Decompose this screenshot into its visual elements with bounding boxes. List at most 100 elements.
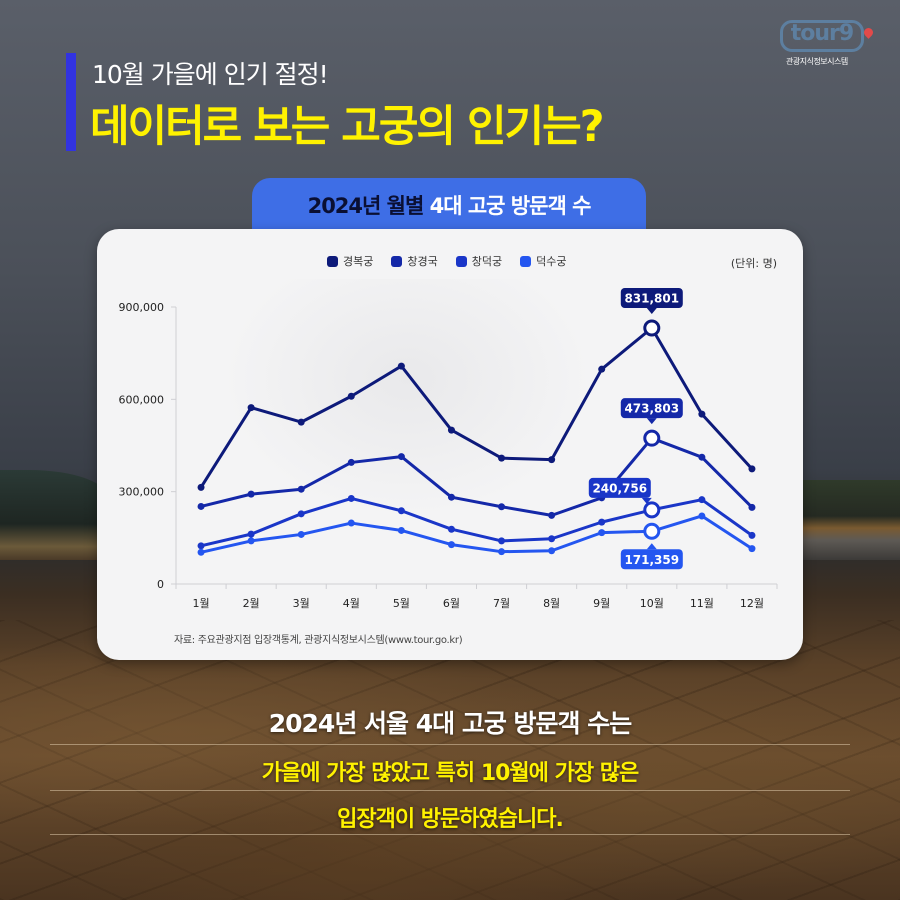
data-point	[598, 529, 606, 537]
data-point	[197, 542, 205, 550]
logo-wordmark: tour9	[780, 20, 864, 52]
tour-logo: tour9 관광지식정보시스템	[776, 20, 876, 80]
x-tick-label: 1월	[192, 597, 209, 610]
data-point	[598, 518, 606, 526]
data-point	[247, 404, 255, 412]
chart-card: 경복궁 창경국 창덕궁 덕수궁 (단위: 명) 0 300,000 600,000 9…	[97, 229, 803, 660]
chart-source: 자료: 주요관광지점 입장객통계, 관광지식정보시스템(www.tour.go.…	[174, 635, 463, 646]
chart-title-tab: 2024년 월별 4대 고궁 방문객 수	[252, 178, 646, 233]
legend-item-changgyeonggung: 창경국	[391, 253, 438, 269]
data-point	[347, 519, 355, 527]
x-tick-label: 8월	[543, 597, 560, 610]
data-point	[447, 426, 455, 434]
background-ground	[0, 620, 900, 900]
series-line	[200, 514, 753, 554]
y-tick-label: 600,000	[119, 393, 165, 406]
data-point	[548, 535, 556, 543]
background-palace-left	[0, 470, 110, 560]
chart-title-year: 2024년 월별	[307, 194, 430, 218]
data-point	[347, 458, 355, 466]
data-point	[397, 526, 405, 534]
value-badge-label: 831,801	[624, 291, 679, 305]
data-point	[748, 465, 756, 473]
data-point	[498, 503, 506, 511]
divider	[50, 790, 850, 791]
line-chart: 0 300,000 600,000 900,000 1월 2월 3월 4월 5월 6월 7월 8월 9월…	[119, 287, 778, 610]
highlight-marker	[643, 429, 661, 447]
summary-line-1: 2024년 서울 4대 고궁 방문객 수는	[268, 709, 633, 738]
y-tick-label: 900,000	[119, 301, 165, 314]
data-point	[397, 507, 405, 515]
value-badge: 240,756	[588, 477, 652, 504]
value-badge-label: 171,359	[624, 553, 679, 567]
data-point	[698, 512, 706, 520]
x-tick-label: 3월	[293, 597, 310, 610]
data-point	[197, 548, 205, 556]
data-point	[397, 362, 405, 370]
x-tick-label: 11월	[690, 597, 714, 610]
series-line	[200, 436, 754, 517]
legend-item-gyeongbokgung: 경복궁	[327, 253, 373, 269]
value-badge-label: 240,756	[592, 481, 647, 495]
summary-line-3: 입장객이 방문하였습니다.	[337, 807, 564, 832]
data-point	[247, 490, 255, 498]
data-point	[297, 510, 305, 518]
x-tick-label: 5월	[393, 597, 410, 610]
data-point	[447, 493, 455, 501]
data-point	[347, 494, 355, 502]
data-point	[598, 365, 606, 373]
data-point	[698, 496, 706, 504]
value-badge: 473,803	[620, 398, 683, 425]
data-point	[548, 456, 556, 464]
highlight-marker	[643, 501, 661, 519]
legend-swatch-icon	[327, 255, 338, 267]
palace-watermark	[207, 279, 607, 529]
background-palace-right	[800, 480, 900, 560]
series-line	[199, 326, 754, 489]
x-tick-label: 7월	[493, 597, 510, 610]
legend-item-deoksugung: 덕수궁	[520, 253, 567, 269]
data-point	[297, 485, 305, 493]
legend-swatch-icon	[391, 255, 403, 267]
data-point	[748, 545, 756, 553]
data-point	[548, 547, 556, 555]
legend-item-changdeokgung: 창덕궁	[455, 253, 502, 269]
data-point	[297, 530, 305, 538]
data-point	[698, 410, 706, 418]
divider	[50, 744, 850, 745]
divider	[50, 834, 850, 835]
data-point	[447, 525, 455, 533]
value-badge-label: 473,803	[624, 402, 679, 416]
data-point	[247, 530, 255, 538]
x-tick-label: 2월	[243, 597, 260, 610]
summary-line-2: 가을에 가장 많았고 특히 10월에 가장 많은	[261, 761, 639, 786]
y-tick-label: 0	[157, 578, 164, 591]
x-tick-label: 6월	[443, 597, 460, 610]
data-point	[247, 537, 255, 545]
data-point	[698, 453, 706, 461]
page-title: 데이터로 보는 고궁의 인기는?	[90, 102, 605, 152]
data-point	[748, 531, 756, 539]
data-point	[748, 503, 756, 511]
data-point	[347, 392, 355, 400]
data-point	[498, 548, 506, 556]
data-point	[197, 483, 205, 491]
legend-label: 경복궁	[343, 255, 374, 268]
data-point	[297, 418, 305, 426]
data-point	[397, 453, 405, 461]
series-line	[200, 496, 753, 548]
value-badge: 831,801	[620, 287, 683, 314]
y-tick-label: 300,000	[119, 486, 165, 499]
x-tick-label: 10월	[640, 597, 664, 610]
logo-tagline: 관광지식정보시스템	[786, 57, 848, 66]
legend-swatch-icon	[455, 255, 467, 267]
legend-label: 덕수궁	[536, 255, 567, 268]
x-tick-label: 12월	[740, 597, 764, 610]
legend-swatch-icon	[520, 255, 532, 267]
highlight-marker	[643, 522, 661, 540]
chart-title-subject: 4대 고궁 방문객 수	[429, 194, 592, 218]
x-tick-label: 9월	[593, 597, 610, 610]
data-point	[498, 537, 506, 545]
chart-legend: 경복궁 창경국 창덕궁 덕수궁	[327, 253, 567, 269]
value-badge: 171,359	[620, 543, 683, 570]
